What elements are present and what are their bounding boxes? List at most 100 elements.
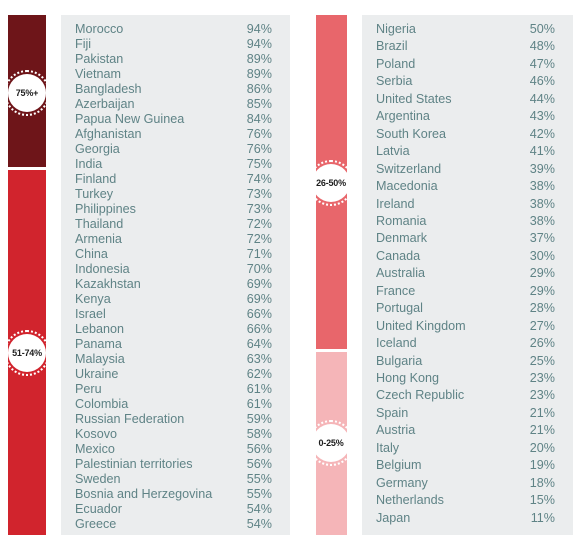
table-row: Czech Republic 23% bbox=[362, 388, 573, 403]
percentage-value: 41% bbox=[529, 144, 555, 159]
country-name: Bosnia and Herzegovina bbox=[75, 487, 213, 501]
percentage-value: 37% bbox=[529, 231, 555, 246]
country-name: Netherlands bbox=[376, 493, 444, 508]
percentage-value: 63% bbox=[246, 352, 272, 366]
country-name: Lebanon bbox=[75, 322, 125, 336]
percentage-value: 76% bbox=[246, 142, 272, 156]
country-list-panel: Nigeria 50% Brazil 48% Poland 47% Serbia 46% Uni… bbox=[362, 15, 573, 535]
category-badge: 51-74% bbox=[4, 329, 50, 376]
percentage-value: 58% bbox=[246, 427, 272, 441]
country-name: Finland bbox=[75, 172, 117, 186]
table-row: Israel 66% bbox=[61, 307, 290, 322]
percentage-value: 64% bbox=[246, 337, 272, 351]
percentage-value: 46% bbox=[529, 74, 555, 89]
table-row: Palestinian territories 56% bbox=[61, 457, 290, 472]
table-row: Russian Federation 59% bbox=[61, 412, 290, 427]
percentage-value: 15% bbox=[529, 493, 555, 508]
country-name: France bbox=[376, 283, 416, 298]
percentage-value: 55% bbox=[246, 487, 272, 501]
country-name: Papua New Guinea bbox=[75, 112, 185, 126]
table-row: Papua New Guinea 84% bbox=[61, 112, 290, 127]
percentage-value: 25% bbox=[529, 353, 555, 368]
country-name: Russian Federation bbox=[75, 412, 185, 426]
country-name: Canada bbox=[376, 248, 421, 263]
country-name: Iceland bbox=[376, 336, 417, 351]
percentage-value: 39% bbox=[529, 161, 555, 176]
table-row: Ukraine 62% bbox=[61, 367, 290, 382]
percentage-value: 62% bbox=[246, 367, 272, 381]
country-name: Latvia bbox=[376, 144, 410, 159]
table-row: Romania 38% bbox=[362, 214, 573, 229]
country-name: Australia bbox=[376, 266, 425, 281]
table-row: India 75% bbox=[61, 157, 290, 172]
percentage-value: 69% bbox=[246, 292, 272, 306]
country-name: Poland bbox=[376, 56, 416, 71]
percentage-value: 89% bbox=[246, 67, 272, 81]
table-row: Hong Kong 23% bbox=[362, 371, 573, 386]
percentage-value: 89% bbox=[246, 52, 272, 66]
percentage-value: 23% bbox=[529, 388, 555, 403]
table-row: Canada 30% bbox=[362, 249, 573, 264]
table-row: Malaysia 63% bbox=[61, 352, 290, 367]
country-name: Mexico bbox=[75, 442, 115, 456]
country-name: Brazil bbox=[376, 39, 408, 54]
country-name: Romania bbox=[376, 213, 427, 228]
country-name: Serbia bbox=[376, 74, 413, 89]
table-row: Spain 21% bbox=[362, 406, 573, 421]
table-row: Turkey 73% bbox=[61, 187, 290, 202]
country-name: Azerbaijan bbox=[75, 97, 135, 111]
percentage-value: 69% bbox=[246, 277, 272, 291]
percentage-value: 86% bbox=[246, 82, 272, 96]
percentage-value: 61% bbox=[246, 397, 272, 411]
percentage-value: 38% bbox=[529, 179, 555, 194]
table-row: Brazil 48% bbox=[362, 39, 573, 54]
table-row: China 71% bbox=[61, 247, 290, 262]
table-row: Mexico 56% bbox=[61, 442, 290, 457]
table-row: Macedonia 38% bbox=[362, 179, 573, 194]
table-row: Switzerland 39% bbox=[362, 162, 573, 177]
percentage-value: 55% bbox=[246, 472, 272, 486]
table-row: Bangladesh 86% bbox=[61, 82, 290, 97]
table-row: Japan 11% bbox=[362, 511, 573, 526]
table-row: Pakistan 89% bbox=[61, 52, 290, 67]
country-name: Bulgaria bbox=[376, 353, 423, 368]
percentage-value: 29% bbox=[529, 283, 555, 298]
percentage-value: 72% bbox=[246, 232, 272, 246]
percentage-value: 38% bbox=[529, 196, 555, 211]
country-name: Kenya bbox=[75, 292, 111, 306]
country-name: Kosovo bbox=[75, 427, 118, 441]
percentage-value: 72% bbox=[246, 217, 272, 231]
percentage-value: 20% bbox=[529, 440, 555, 455]
table-row: United Kingdom 27% bbox=[362, 319, 573, 334]
percentage-value: 29% bbox=[529, 266, 555, 281]
country-name: Italy bbox=[376, 440, 400, 455]
percentage-value: 43% bbox=[529, 109, 555, 124]
country-name: Germany bbox=[376, 475, 428, 490]
country-name: Fiji bbox=[75, 37, 92, 51]
country-name: Ecuador bbox=[75, 502, 122, 516]
table-row: Nigeria 50% bbox=[362, 22, 573, 37]
country-name: Philippines bbox=[75, 202, 136, 216]
country-name: Malaysia bbox=[75, 352, 125, 366]
percentage-value: 27% bbox=[529, 318, 555, 333]
country-name: Afghanistan bbox=[75, 127, 142, 141]
percentage-value: 66% bbox=[246, 307, 272, 321]
country-name: Denmark bbox=[376, 231, 428, 246]
table-row: Finland 74% bbox=[61, 172, 290, 187]
percentage-value: 54% bbox=[246, 502, 272, 516]
percentage-value: 76% bbox=[246, 127, 272, 141]
percentage-value: 23% bbox=[529, 371, 555, 385]
country-name: Japan bbox=[376, 510, 411, 525]
table-row: Fiji 94% bbox=[61, 37, 290, 52]
table-row: Colombia 61% bbox=[61, 397, 290, 412]
table-row: Kosovo 58% bbox=[61, 427, 290, 442]
country-name: Bangladesh bbox=[75, 82, 142, 96]
table-row: Denmark 37% bbox=[362, 231, 573, 246]
percentage-value: 56% bbox=[246, 457, 272, 471]
country-name: Thailand bbox=[75, 217, 124, 231]
table-row: Bosnia and Herzegovina 55% bbox=[61, 487, 290, 502]
percentage-value: 50% bbox=[529, 22, 555, 36]
country-name: Peru bbox=[75, 382, 102, 396]
percentage-value: 44% bbox=[529, 91, 555, 106]
table-row: Lebanon 66% bbox=[61, 322, 290, 337]
